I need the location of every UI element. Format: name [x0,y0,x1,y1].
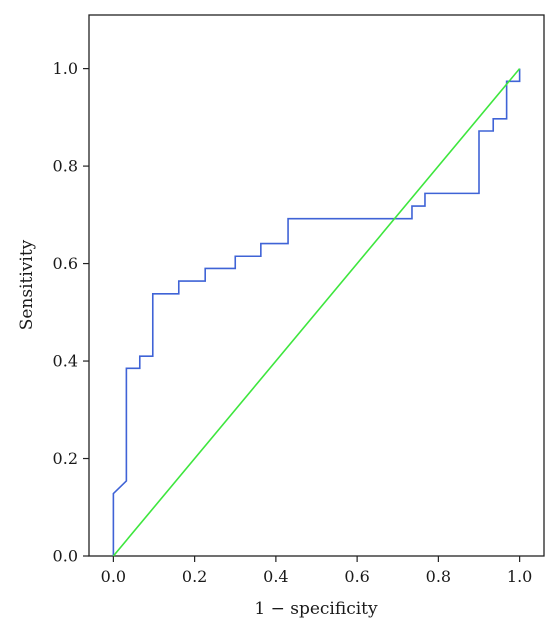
x-tick-label: 0.0 [101,567,126,586]
y-tick-label: 0.0 [53,547,78,566]
y-tick-label: 1.0 [53,59,78,78]
series-layer [112,68,521,557]
plot-frame [88,14,545,557]
roc-curve-line [112,68,521,556]
reference-diagonal-line [112,68,521,557]
y-axis-ticks: 0.0 0.2 0.4 0.6 0.8 1.0 [53,59,89,566]
y-tick-label: 0.6 [53,254,78,273]
x-tick-label: 0.2 [182,567,207,586]
x-axis-ticks: 0.0 0.2 0.4 0.6 0.8 1.0 [101,556,532,586]
x-tick-label: 0.8 [426,567,451,586]
x-axis-label: 1 − specificity [254,599,378,619]
y-tick-label: 0.4 [53,352,78,371]
y-axis-label: Sensitivity [17,239,37,330]
x-tick-label: 0.6 [344,567,369,586]
x-tick-label: 0.4 [263,567,288,586]
x-tick-label: 1.0 [507,567,532,586]
y-tick-label: 0.8 [53,157,78,176]
y-tick-label: 0.2 [53,449,78,468]
